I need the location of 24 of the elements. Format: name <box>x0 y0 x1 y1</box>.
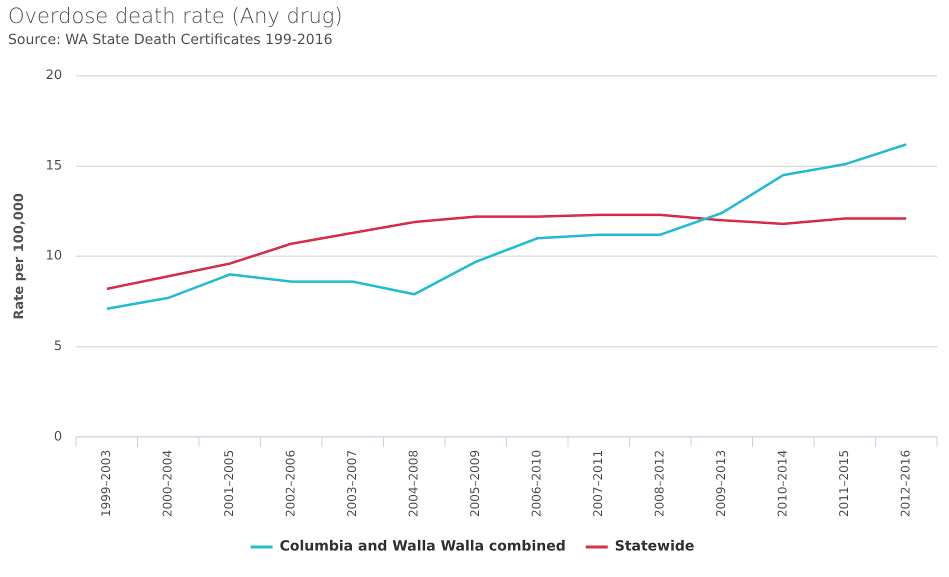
x-tick-label: 2001–2005 <box>222 450 236 517</box>
y-tick-label: 15 <box>46 158 62 174</box>
x-tick-label: 2012–2016 <box>898 450 912 517</box>
chart-title: Overdose death rate (Any drug) <box>8 4 344 28</box>
y-axis-title: Rate per 100,000 <box>12 193 28 320</box>
x-tick-label: 2002–2006 <box>283 450 298 517</box>
x-tick-label: 2006–2010 <box>529 450 544 517</box>
legend-label: Statewide <box>614 538 694 555</box>
y-tick-label: 20 <box>46 68 62 84</box>
legend-label: Columbia and Walla Walla combined <box>280 538 566 555</box>
x-tick-label: 2003–2007 <box>344 450 359 517</box>
x-tick-label: 2007–2011 <box>590 450 605 517</box>
x-tick-label: 2004–2008 <box>406 450 420 517</box>
y-tick-label: 5 <box>54 339 62 354</box>
x-tick-label: 2008–2012 <box>652 450 666 517</box>
x-tick-label: 1999–2003 <box>99 450 114 517</box>
x-tick-label: 2005–2009 <box>468 450 482 517</box>
y-tick-label: 0 <box>54 429 62 444</box>
y-tick-label: 10 <box>46 248 62 264</box>
chart-subtitle: Source: WA State Death Certificates 199-2016 <box>8 32 334 48</box>
x-tick-label: 2009–2013 <box>714 450 728 517</box>
x-tick-label: 2011–2015 <box>836 450 851 517</box>
x-tick-label: 2010–2014 <box>775 450 790 517</box>
x-tick-label: 2000–2004 <box>160 450 174 517</box>
